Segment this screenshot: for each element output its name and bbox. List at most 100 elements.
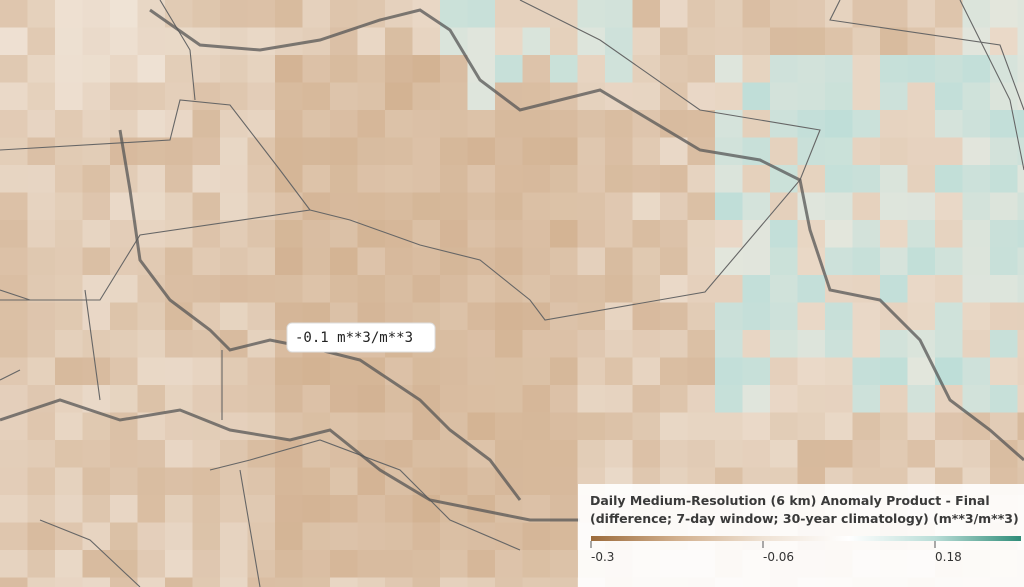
map-cell — [440, 192, 468, 221]
map-cell — [330, 0, 358, 28]
map-cell — [522, 55, 551, 83]
map-cell — [412, 275, 441, 303]
map-cell — [110, 467, 138, 496]
map-cell — [715, 192, 743, 221]
map-cell — [852, 385, 881, 413]
map-cell — [357, 55, 386, 83]
map-cell — [495, 220, 523, 248]
map-cell — [825, 330, 853, 358]
map-cell — [632, 55, 661, 83]
map-cell — [0, 550, 28, 578]
map-cell — [770, 302, 798, 331]
map-cell — [770, 55, 798, 83]
map-cell — [715, 27, 743, 56]
map-cell — [110, 385, 138, 413]
map-cell — [247, 220, 276, 248]
map-cell — [440, 522, 468, 551]
map-cell — [330, 495, 358, 523]
map-cell — [852, 247, 881, 276]
map-cell — [742, 220, 771, 248]
map-cell — [742, 357, 771, 386]
map-cell — [495, 522, 523, 551]
map-cell — [165, 110, 193, 138]
map-cell — [412, 550, 441, 578]
map-cell — [770, 82, 798, 111]
map-cell — [825, 412, 853, 441]
map-cell — [825, 357, 853, 386]
map-cell — [165, 467, 193, 496]
map-cell — [55, 440, 83, 468]
map-cell — [825, 192, 853, 221]
map-cell — [962, 55, 991, 83]
map-cell — [412, 522, 441, 551]
map-cell — [522, 385, 551, 413]
map-cell — [27, 0, 56, 28]
map-cell — [275, 110, 303, 138]
map-cell — [275, 0, 303, 28]
map-cell — [715, 0, 743, 28]
map-cell — [577, 82, 606, 111]
map-cell — [522, 522, 551, 551]
map-cell — [990, 110, 1018, 138]
map-cell — [27, 440, 56, 468]
map-cell — [687, 55, 716, 83]
map-cell — [137, 550, 166, 578]
map-cell — [522, 165, 551, 193]
map-cell — [192, 55, 221, 83]
map-cell — [385, 275, 413, 303]
map-cell — [797, 82, 826, 111]
map-cell — [605, 412, 633, 441]
map-cell — [852, 110, 881, 138]
map-cell — [742, 412, 771, 441]
map-cell — [1017, 220, 1024, 248]
map-cell — [247, 137, 276, 166]
map-cell — [770, 192, 798, 221]
map-cell — [412, 577, 441, 587]
map-cell — [522, 27, 551, 56]
map-cell — [440, 0, 468, 28]
map-cell — [715, 110, 743, 138]
map-cell — [770, 412, 798, 441]
map-cell — [330, 440, 358, 468]
map-cell — [137, 110, 166, 138]
map-cell — [880, 165, 908, 193]
map-cell — [605, 27, 633, 56]
map-cell — [632, 330, 661, 358]
map-cell — [907, 440, 936, 468]
map-cell — [907, 385, 936, 413]
map-cell — [0, 137, 28, 166]
map-cell — [192, 522, 221, 551]
map-cell — [192, 495, 221, 523]
map-cell — [577, 412, 606, 441]
map-cell — [467, 330, 496, 358]
map-cell — [110, 82, 138, 111]
map-cell — [110, 220, 138, 248]
map-cell — [495, 550, 523, 578]
map-cell — [797, 27, 826, 56]
map-cell — [82, 330, 111, 358]
map-cell — [770, 0, 798, 28]
map-cell — [330, 550, 358, 578]
map-cell — [935, 137, 963, 166]
map-cell — [605, 165, 633, 193]
legend-box — [578, 484, 1024, 587]
map-cell — [55, 110, 83, 138]
map-cell — [797, 192, 826, 221]
map-cell — [275, 412, 303, 441]
map-cell — [605, 330, 633, 358]
map-cell — [880, 137, 908, 166]
colorbar — [591, 536, 1021, 541]
map-cell — [247, 495, 276, 523]
map-cell — [632, 82, 661, 111]
map-cell — [385, 165, 413, 193]
map-cell — [687, 220, 716, 248]
map-cell — [275, 495, 303, 523]
map-cell — [27, 137, 56, 166]
map-cell — [825, 220, 853, 248]
map-cell — [357, 192, 386, 221]
map-cell — [907, 110, 936, 138]
map-cell — [797, 275, 826, 303]
map-cell — [550, 577, 578, 587]
map-cell — [330, 522, 358, 551]
